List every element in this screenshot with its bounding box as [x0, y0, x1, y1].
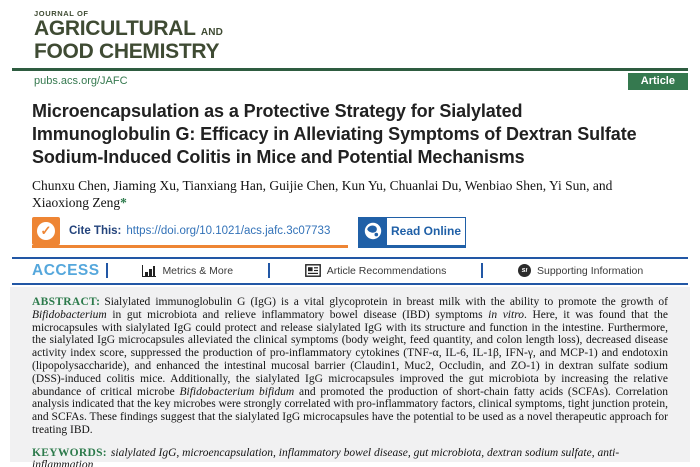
journal-name-and: AND [200, 27, 224, 38]
supporting-information-link[interactable]: sı Supporting Information [517, 264, 644, 277]
access-link[interactable]: ACCESS [32, 261, 100, 279]
cite-this-chip: ✓ Cite This: https://doi.org/10.1021/acs… [32, 216, 348, 248]
doi-link[interactable]: https://doi.org/10.1021/acs.jafc.3c07733 [126, 224, 331, 237]
article-type-badge: Article [627, 72, 688, 90]
cite-this-label: Cite This: [69, 224, 122, 237]
check-circle-icon: ✓ [32, 216, 60, 245]
citation-bar: ✓ Cite This: https://doi.org/10.1021/acs… [32, 216, 664, 248]
article-title: Microencapsulation as a Protective Strat… [32, 100, 637, 167]
globe-icon-svg [364, 222, 382, 240]
access-separator [481, 263, 484, 278]
journal-name-line2: FOOD CHEMISTRY [34, 40, 220, 63]
keywords-line: KEYWORDS: sialylated IgG, microencapsulat… [32, 447, 668, 467]
abstract-label: ABSTRACT: [32, 296, 101, 308]
journal-name-line1: AGRICULTURAL AND [34, 17, 224, 42]
author-list: Chunxu Chen, Jiaming Xu, Tianxiang Han, … [32, 177, 664, 212]
article-icon [304, 264, 321, 277]
journal-url-link[interactable]: pubs.acs.org/JAFC [34, 75, 128, 87]
read-online-label: Read Online [390, 224, 461, 238]
journal-name-agricultural: AGRICULTURAL [34, 17, 196, 40]
abstract-paragraph: ABSTRACT: Sialylated immunoglobulin G (Ig… [32, 296, 668, 437]
journal-masthead: JOURNAL OF AGRICULTURAL AND FOOD CHEMIST… [0, 0, 700, 63]
access-separator [267, 263, 270, 278]
metrics-label: Metrics & More [162, 264, 234, 277]
supporting-information-label: Supporting Information [536, 264, 644, 277]
read-online-button[interactable]: Read Online [358, 216, 466, 248]
abstract-section: ABSTRACT: Sialylated immunoglobulin G (Ig… [10, 287, 690, 467]
access-bar: ACCESS Metrics & More Article Recommenda… [12, 256, 688, 285]
author-names: Chunxu Chen, Jiaming Xu, Tianxiang Han, … [32, 177, 613, 211]
journal-logo[interactable]: JOURNAL OF AGRICULTURAL AND FOOD CHEMIST… [34, 9, 224, 63]
check-glyph: ✓ [37, 221, 55, 240]
corresponding-author-link[interactable]: * [120, 195, 127, 210]
masthead-divider [12, 68, 688, 71]
keywords-text: sialylated IgG, microencapsulation, infl… [32, 446, 620, 467]
globe-icon [359, 217, 387, 245]
article-recommendations-label: Article Recommendations [326, 264, 447, 277]
keywords-label: KEYWORDS: [32, 446, 107, 459]
header-row: pubs.acs.org/JAFC Article [12, 72, 688, 91]
access-separator [105, 263, 108, 278]
journal-of-text: JOURNAL OF [34, 9, 89, 18]
si-circle-icon: sı [517, 264, 531, 277]
metrics-and-more-link[interactable]: Metrics & More [142, 264, 234, 277]
bar-chart-icon [142, 264, 157, 277]
article-recommendations-link[interactable]: Article Recommendations [304, 264, 447, 277]
abstract-body: Sialylated immunoglobulin G (IgG) is a v… [32, 296, 668, 436]
